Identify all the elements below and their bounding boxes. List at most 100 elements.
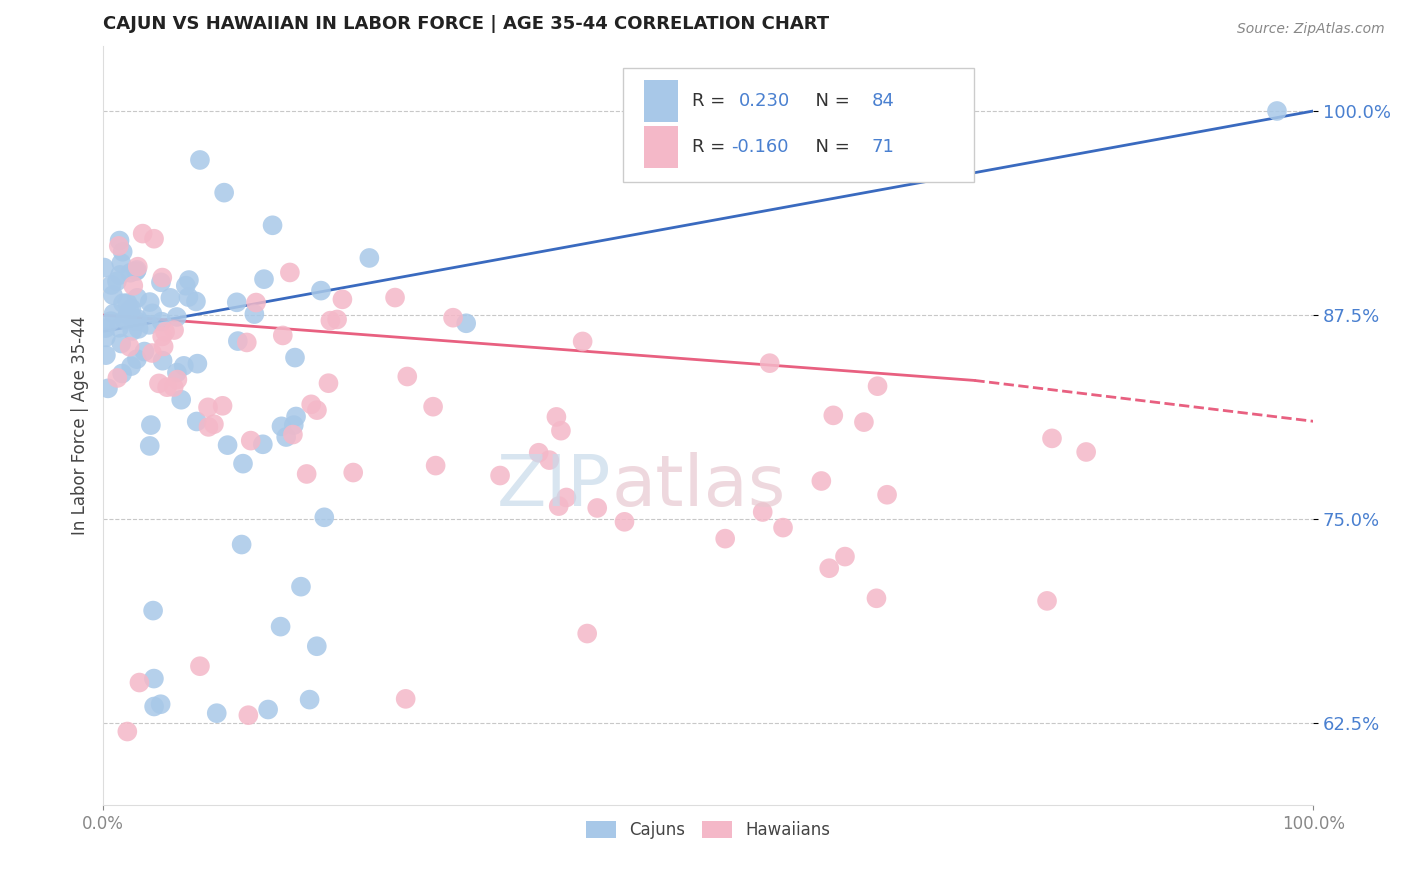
Text: N =: N =	[804, 137, 855, 156]
Point	[105, 274, 128, 288]
Point	[127, 260, 149, 274]
Point	[184, 294, 207, 309]
Point	[211, 399, 233, 413]
Point	[314, 510, 336, 524]
Text: -0.160: -0.160	[731, 137, 789, 156]
Point	[143, 232, 166, 246]
Point	[166, 373, 188, 387]
Point	[1076, 445, 1098, 459]
Point	[751, 505, 773, 519]
Point	[111, 244, 134, 259]
Point	[270, 619, 292, 633]
Point	[527, 446, 550, 460]
Point	[120, 301, 142, 316]
Point	[153, 325, 176, 339]
Point	[489, 468, 512, 483]
Text: atlas: atlas	[612, 451, 786, 521]
Point	[127, 291, 149, 305]
Point	[252, 437, 274, 451]
Point	[546, 409, 568, 424]
Point	[232, 457, 254, 471]
Text: 84: 84	[872, 92, 894, 110]
Point	[141, 306, 163, 320]
Point	[299, 397, 322, 411]
Point	[112, 296, 135, 310]
Point	[188, 659, 211, 673]
Point	[118, 303, 141, 318]
Point	[110, 336, 132, 351]
Point	[205, 706, 228, 721]
Point	[131, 227, 153, 241]
Point	[101, 288, 124, 302]
Point	[197, 420, 219, 434]
Point	[125, 263, 148, 277]
Point	[105, 371, 128, 385]
Point	[236, 335, 259, 350]
Point	[142, 604, 165, 618]
Point	[253, 272, 276, 286]
Point	[284, 351, 307, 365]
Point	[128, 322, 150, 336]
Point	[212, 186, 235, 200]
Point	[285, 409, 308, 424]
Point	[1036, 594, 1059, 608]
Point	[281, 427, 304, 442]
Point	[270, 419, 292, 434]
Point	[94, 330, 117, 344]
Point	[384, 291, 406, 305]
Point	[93, 260, 115, 275]
Point	[1040, 431, 1063, 445]
Point	[319, 313, 342, 327]
Point	[425, 458, 447, 473]
Point	[141, 346, 163, 360]
Point	[149, 276, 172, 290]
Point	[876, 488, 898, 502]
Text: N =: N =	[804, 92, 855, 110]
Point	[758, 356, 780, 370]
Point	[163, 323, 186, 337]
Point	[125, 264, 148, 278]
Point	[231, 537, 253, 551]
Point	[225, 295, 247, 310]
Point	[117, 308, 139, 322]
Point	[110, 256, 132, 270]
Point	[278, 265, 301, 279]
Point	[456, 316, 478, 330]
Point	[586, 500, 609, 515]
Point	[156, 380, 179, 394]
Point	[166, 366, 188, 380]
Point	[125, 352, 148, 367]
Text: Source: ZipAtlas.com: Source: ZipAtlas.com	[1237, 22, 1385, 37]
Point	[127, 312, 149, 326]
Point	[114, 312, 136, 326]
Point	[117, 296, 139, 310]
Point	[108, 268, 131, 282]
Point	[226, 334, 249, 348]
Text: 71: 71	[872, 137, 894, 156]
Point	[298, 692, 321, 706]
Point	[818, 561, 841, 575]
Point	[100, 314, 122, 328]
Point	[177, 273, 200, 287]
Point	[834, 549, 856, 564]
Point	[111, 367, 134, 381]
Point	[148, 376, 170, 391]
Point	[866, 379, 889, 393]
Text: ZIP: ZIP	[496, 451, 612, 521]
Point	[395, 691, 418, 706]
Point	[290, 580, 312, 594]
Point	[108, 234, 131, 248]
Point	[121, 324, 143, 338]
Point	[159, 291, 181, 305]
Point	[122, 278, 145, 293]
Point	[128, 675, 150, 690]
Point	[107, 239, 129, 253]
Point	[103, 307, 125, 321]
Point	[326, 312, 349, 326]
Point	[217, 438, 239, 452]
Point	[108, 320, 131, 334]
Point	[139, 418, 162, 433]
Point	[772, 520, 794, 534]
Point	[163, 380, 186, 394]
Text: 0.230: 0.230	[738, 92, 790, 110]
